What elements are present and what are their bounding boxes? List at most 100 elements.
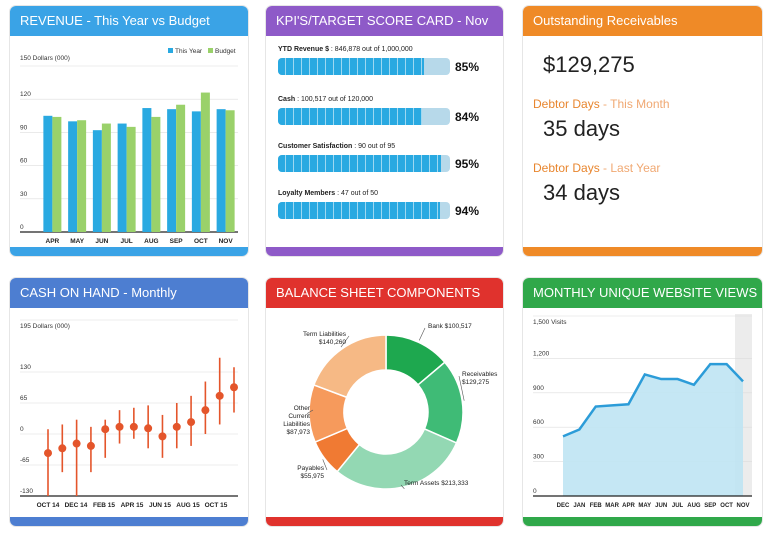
cash-point bbox=[72, 439, 81, 448]
balance-label-line: Liabilities bbox=[283, 421, 310, 428]
revenue-card-title: REVENUE - This Year vs Budget bbox=[10, 6, 248, 36]
debtor-days-last-year-value: 34 days bbox=[543, 180, 621, 205]
views-card: MONTHLY UNIQUE WEBSITE VIEWS 1,500 Visit… bbox=[523, 278, 762, 526]
balance-leader-line bbox=[306, 409, 314, 414]
balance-leader-line bbox=[340, 335, 350, 348]
balance-card: BALANCE SHEET COMPONENTS Bank $100,517 Re… bbox=[266, 278, 503, 526]
revenue-bar-budget bbox=[77, 120, 87, 232]
kpi-name: Cash bbox=[278, 96, 296, 103]
cash-point bbox=[230, 383, 238, 392]
revenue-bar-this-year bbox=[92, 130, 102, 232]
views-y-tick-label: 0 bbox=[533, 488, 537, 495]
balance-card-title: BALANCE SHEET COMPONENTS bbox=[266, 278, 503, 308]
cash-on-hand-chart: 195 Dollars (000) -130 -65 0 65 130 OCT 14 DEC … bbox=[20, 319, 238, 509]
cash-card-title: CASH ON HAND - Monthly bbox=[10, 278, 248, 308]
kpi-card-footer bbox=[266, 247, 503, 256]
cash-y-tick-label: -65 bbox=[20, 457, 30, 464]
revenue-bar-this-year bbox=[216, 109, 226, 232]
cash-point bbox=[101, 425, 110, 434]
debtor-days-this-month-suffix: - This Month bbox=[599, 97, 670, 111]
revenue-y-tick-label: 120 bbox=[20, 91, 31, 98]
revenue-bar-this-year bbox=[167, 109, 177, 232]
views-x-tick-label: JAN bbox=[573, 503, 585, 509]
kpi-name: Loyalty Members bbox=[278, 190, 336, 197]
kpi-item: Cash : 100,517 out of 120,000 84% bbox=[278, 96, 494, 125]
balance-label-line: $87,973 bbox=[287, 429, 311, 436]
receivables-card: Outstanding Receivables $129,275 Debtor … bbox=[523, 6, 762, 256]
views-x-tick-label: DEC bbox=[557, 503, 570, 509]
kpi-label: YTD Revenue $ : 846,878 out of 1,000,000 bbox=[278, 46, 494, 57]
revenue-bar-budget bbox=[126, 126, 136, 232]
revenue-x-tick-label: JUL bbox=[120, 238, 132, 245]
cash-point bbox=[58, 444, 67, 453]
cash-x-tick-label: APR 15 bbox=[121, 502, 144, 509]
kpi-percent: 94% bbox=[455, 204, 480, 218]
kpi-progress-track bbox=[278, 58, 450, 75]
cash-card: CASH ON HAND - Monthly 195 Dollars (000)… bbox=[10, 278, 248, 526]
cash-y-axis-label: 195 Dollars (000) bbox=[20, 323, 70, 330]
views-x-tick-label: MAR bbox=[605, 503, 619, 509]
balance-label-line: Current bbox=[288, 413, 310, 420]
balance-label-line: Term Liabilities bbox=[303, 331, 347, 338]
revenue-y-tick-label: 30 bbox=[20, 191, 28, 198]
balance-slice-label: Payables $55,975 bbox=[297, 465, 324, 480]
debtor-days-this-month-label: Debtor Days - This Month bbox=[533, 97, 670, 111]
kpi-progress: 95% bbox=[278, 154, 494, 172]
revenue-card-footer bbox=[10, 247, 248, 256]
kpi-percent: 95% bbox=[455, 157, 480, 171]
kpi-label: Loyalty Members : 47 out of 50 bbox=[278, 190, 494, 201]
revenue-y-tick-label: 90 bbox=[20, 124, 28, 131]
kpi-item: YTD Revenue $ : 846,878 out of 1,000,000… bbox=[278, 46, 494, 75]
kpi-label: Cash : 100,517 out of 120,000 bbox=[278, 96, 494, 107]
kpi-card: KPI'S/TARGET SCORE CARD - Nov YTD Revenu… bbox=[266, 6, 503, 256]
debtor-days-last-year-title: Debtor Days bbox=[533, 161, 600, 175]
balance-slice-label: Term Liabilities $140,260 bbox=[303, 331, 347, 346]
views-y-tick-label: 900 bbox=[533, 385, 544, 392]
receivables-card-title: Outstanding Receivables bbox=[523, 6, 762, 36]
balance-card-footer bbox=[266, 517, 503, 526]
cash-x-tick-label: DEC 14 bbox=[65, 502, 88, 509]
balance-leader-line bbox=[400, 484, 405, 490]
cash-point bbox=[129, 422, 138, 431]
debtor-days-this-month-title: Debtor Days bbox=[533, 97, 600, 111]
cash-point bbox=[201, 406, 210, 415]
balance-leader-line bbox=[458, 375, 465, 401]
balance-slice-label: Other Current Liabilities $87,973 bbox=[283, 405, 311, 436]
cash-point bbox=[158, 432, 167, 441]
revenue-bar-this-year bbox=[142, 108, 152, 232]
kpi-progress: 85% bbox=[278, 57, 494, 75]
balance-label-line: $55,975 bbox=[301, 473, 325, 480]
views-area-fill bbox=[563, 364, 743, 496]
revenue-x-tick-label: AUG bbox=[144, 238, 158, 245]
kpi-percent: 85% bbox=[455, 60, 480, 74]
cash-card-footer bbox=[10, 517, 248, 526]
revenue-bar-this-year bbox=[117, 123, 127, 232]
views-y-tick-label: 300 bbox=[533, 454, 544, 461]
revenue-bar-budget bbox=[225, 110, 235, 232]
balance-label-line: $129,275 bbox=[462, 379, 489, 386]
balance-label-line: Receivables bbox=[462, 371, 498, 378]
revenue-bar-budget bbox=[101, 123, 111, 232]
kpi-detail: : 90 out of 95 bbox=[352, 143, 396, 150]
kpi-progress-fill bbox=[278, 202, 440, 219]
views-x-tick-label: JUL bbox=[672, 503, 684, 509]
revenue-x-tick-label: APR bbox=[46, 238, 60, 245]
views-line bbox=[562, 362, 744, 438]
cash-x-tick-label: JUN 15 bbox=[149, 502, 171, 509]
revenue-y-tick-label: 60 bbox=[20, 158, 28, 165]
views-x-tick-label: NOV bbox=[736, 503, 749, 509]
kpi-name: YTD Revenue $ bbox=[278, 46, 329, 53]
views-x-tick-label: AUG bbox=[687, 503, 701, 509]
kpi-item: Customer Satisfaction : 90 out of 95 95% bbox=[278, 143, 494, 172]
kpi-detail: : 846,878 out of 1,000,000 bbox=[328, 46, 413, 53]
balance-slice-label: Receivables $129,275 bbox=[462, 371, 498, 386]
cash-point bbox=[115, 422, 124, 431]
revenue-legend-entry: Budget bbox=[215, 48, 236, 55]
revenue-bar-budget bbox=[52, 116, 62, 232]
revenue-y-tick-label: 0 bbox=[20, 224, 24, 231]
kpi-progress-fill bbox=[278, 108, 423, 125]
revenue-x-tick-label: JUN bbox=[95, 238, 108, 245]
revenue-x-tick-label: NOV bbox=[219, 238, 234, 245]
cash-point bbox=[172, 422, 181, 431]
